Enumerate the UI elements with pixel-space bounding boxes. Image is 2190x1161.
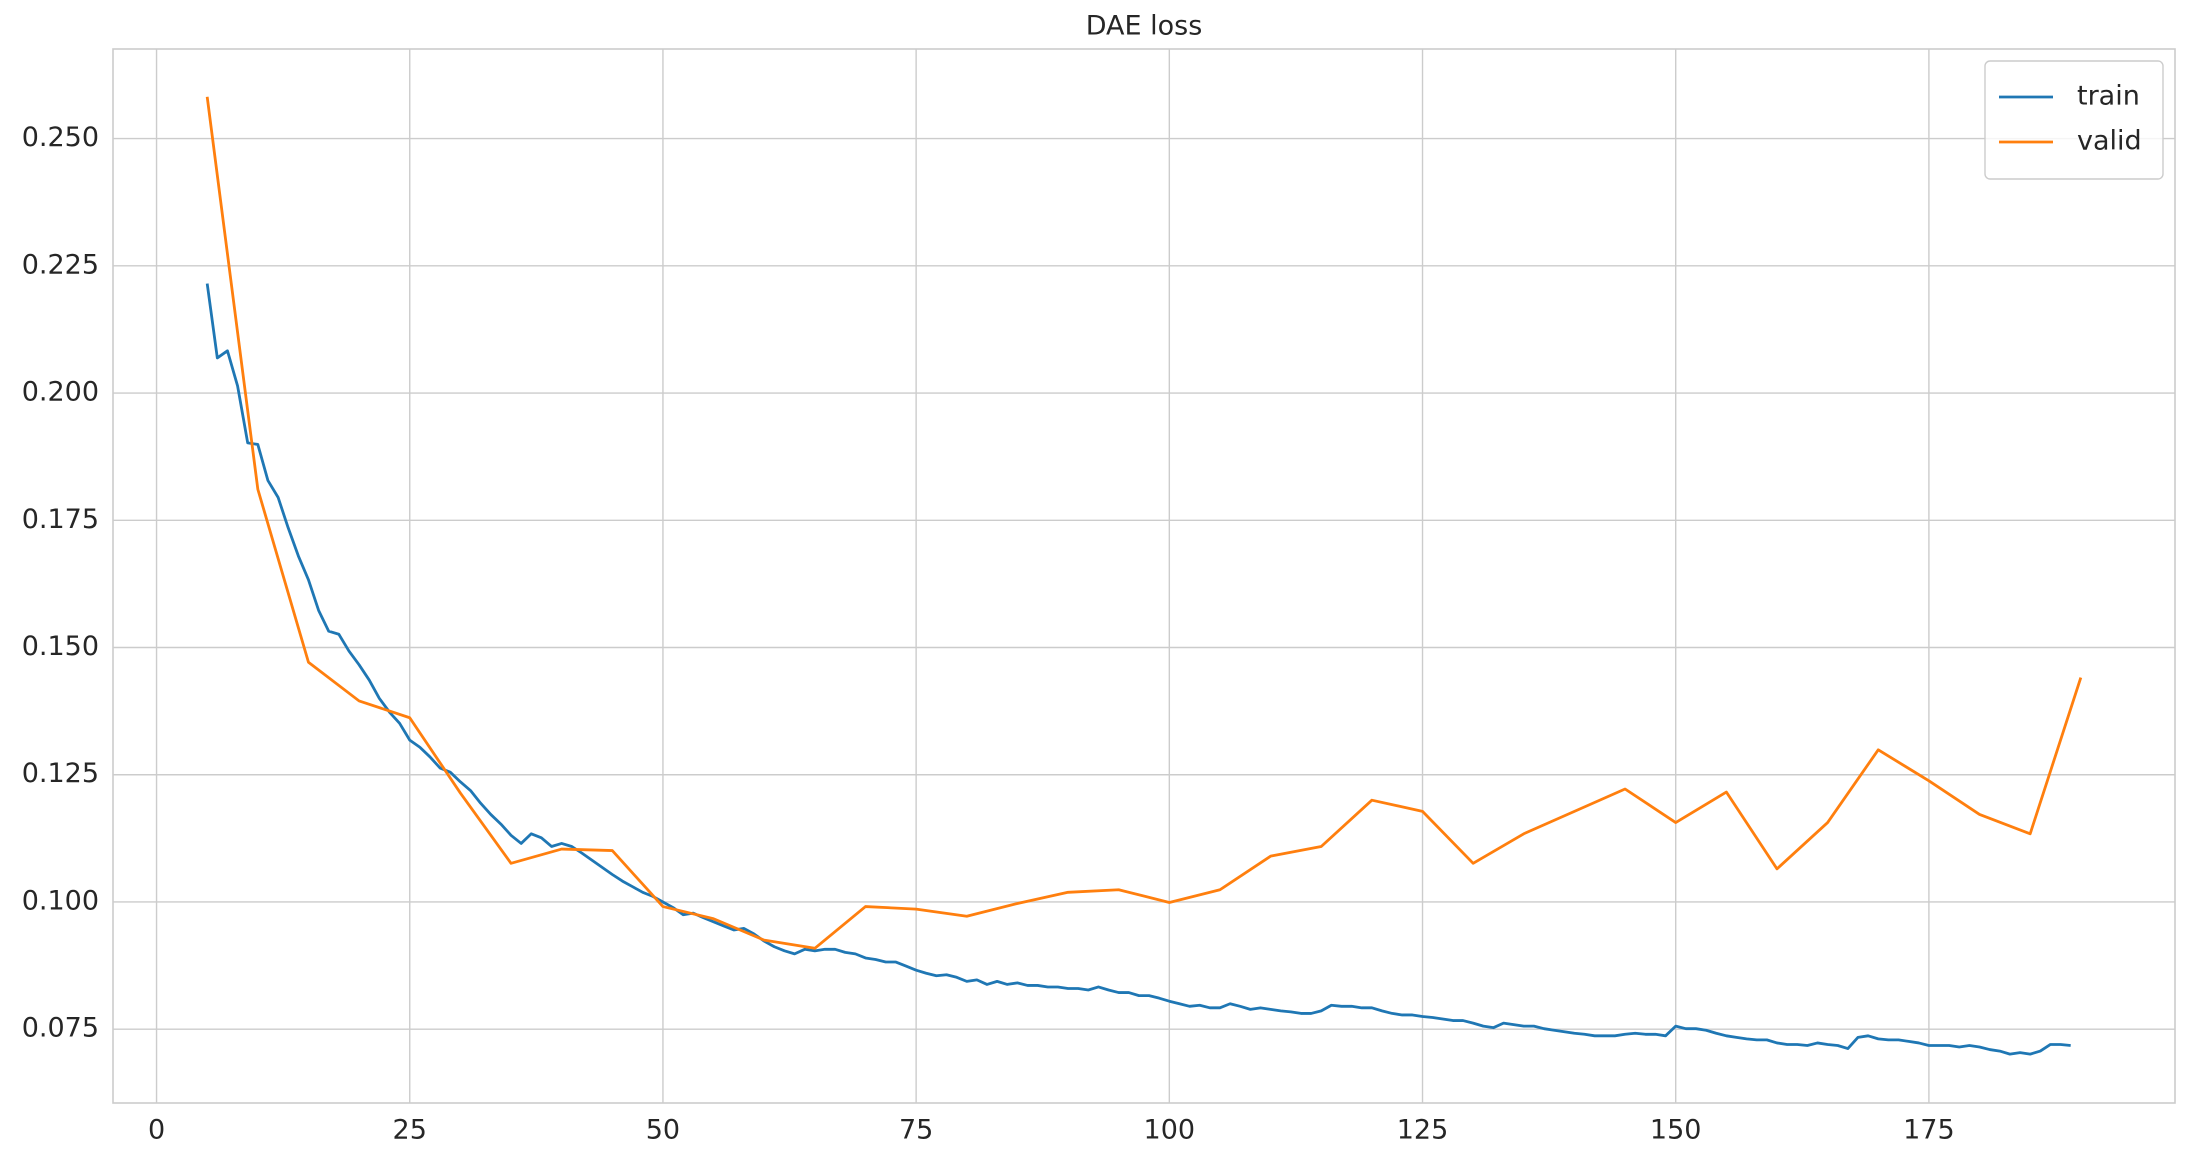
y-tick-label: 0.150 [22,631,99,662]
y-tick-label: 0.250 [22,122,99,153]
x-tick-label: 25 [393,1115,427,1146]
x-tick-label: 150 [1650,1115,1702,1146]
y-tick-label: 0.125 [22,758,99,789]
x-tick-label: 100 [1144,1115,1196,1146]
legend-label: valid [2077,126,2142,157]
plot-frame [112,48,2176,1104]
legend-label: train [2077,81,2140,112]
y-tick-label: 0.175 [22,504,99,535]
legend-box [1984,60,2164,180]
y-tick-label: 0.200 [22,377,99,408]
x-tick-label: 175 [1903,1115,1955,1146]
x-tick-label: 50 [646,1115,680,1146]
x-tick-label: 125 [1397,1115,1449,1146]
y-tick-label: 0.225 [22,249,99,280]
line [205,283,2071,1056]
x-tick-label: 75 [899,1115,933,1146]
y-tick-label: 0.100 [22,885,99,916]
y-tick-label: 0.075 [22,1013,99,1044]
line [205,96,2083,950]
chart-title: DAE loss [1086,11,1203,42]
x-tick-label: 0 [148,1115,165,1146]
